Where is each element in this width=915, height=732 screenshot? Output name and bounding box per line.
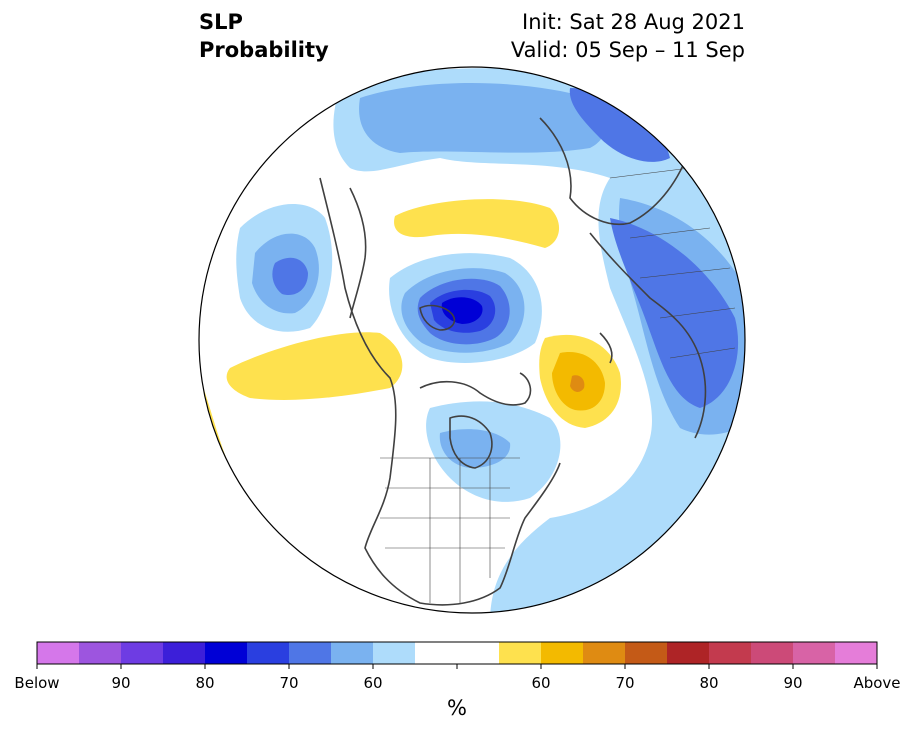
contour-blue-north (359, 83, 605, 153)
colorbar-tick-label: 60 (531, 674, 551, 692)
colorbar-tick-label: 90 (783, 674, 803, 692)
colorbar-cell (205, 642, 248, 664)
colorbar-cell (793, 642, 836, 664)
colorbar-tick-label: 60 (363, 674, 383, 692)
colorbar-cell (835, 642, 878, 664)
contour-yellow-pacific-core (340, 346, 378, 368)
colorbar-cell (163, 642, 206, 664)
colorbar-tick-label: 70 (279, 674, 299, 692)
colorbar-cell (415, 642, 458, 664)
colorbar-cell (625, 642, 668, 664)
init-date: Init: Sat 28 Aug 2021 (522, 10, 745, 34)
colorbar-cell (583, 642, 626, 664)
colorbar-cell (79, 642, 122, 664)
borders (380, 167, 736, 603)
colorbar-cell (751, 642, 794, 664)
colorbar-cell (373, 642, 416, 664)
colorbar-tick-label: Below (14, 674, 60, 692)
contour-blue2-west (272, 257, 308, 296)
colorbar-tick-label: 80 (699, 674, 719, 692)
title-line-1: SLP (199, 10, 243, 34)
colorbar-cell (37, 642, 80, 664)
colorbar-cell (247, 642, 290, 664)
contour-blue4-center (441, 297, 483, 324)
colorbar-cell (709, 642, 752, 664)
colorbar-cell (331, 642, 374, 664)
colorbar-cell (667, 642, 710, 664)
colorbar-tick-label: 80 (195, 674, 215, 692)
contour-blue2-ne (569, 88, 670, 162)
colorbar-tick-label: 90 (111, 674, 131, 692)
map-title: SLP Probability (199, 8, 329, 64)
title-line-2: Probability (199, 38, 329, 62)
contour-darkorange-atlantic (570, 375, 585, 392)
coastlines (319, 117, 707, 606)
colorbar-cell (541, 642, 584, 664)
colorbar-unit: % (447, 696, 467, 720)
colorbar-frame (36, 641, 878, 665)
colorbar-cell (121, 642, 164, 664)
probability-field (199, 67, 745, 613)
contour-blue2-east (610, 218, 739, 408)
contour-yellow-arctic (394, 199, 560, 248)
date-info: Init: Sat 28 Aug 2021 Valid: 05 Sep – 11… (511, 8, 745, 64)
colorbar-cell (457, 642, 500, 664)
globe-outline (198, 66, 746, 614)
colorbar-cell (289, 642, 332, 664)
colorbar-cell (499, 642, 542, 664)
valid-range: Valid: 05 Sep – 11 Sep (510, 38, 745, 62)
colorbar-tick-label: 70 (615, 674, 635, 692)
polar-map (198, 66, 746, 614)
colorbar-tick-label: Above (853, 674, 901, 692)
